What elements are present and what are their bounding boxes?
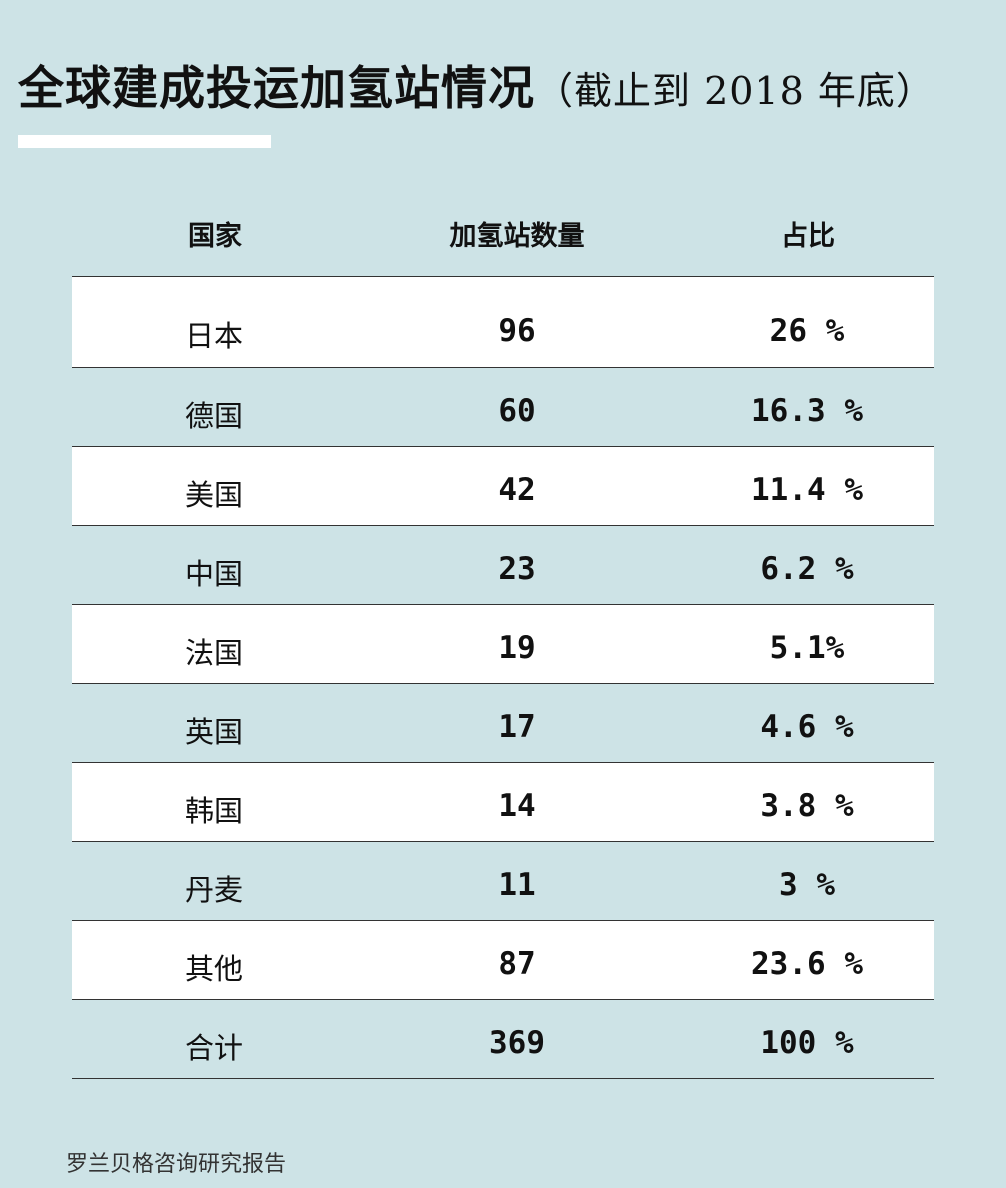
row-share: 23.6 %	[751, 946, 863, 982]
row-count: 23	[498, 551, 536, 587]
row-country: 英国	[185, 715, 244, 749]
row-country: 美国	[185, 478, 244, 512]
row-count: 42	[498, 472, 536, 508]
row-country: 丹麦	[185, 873, 244, 907]
source-note: 罗兰贝格咨询研究报告	[66, 1152, 287, 1177]
row-share: 100 %	[760, 1025, 854, 1061]
table-row: 日本 96 26 %	[72, 277, 934, 368]
row-share: 3.8 %	[760, 788, 854, 824]
row-count: 17	[498, 709, 536, 745]
row-share: 6.2 %	[760, 551, 854, 587]
row-country: 日本	[185, 319, 244, 353]
table-row: 丹麦 11 3 %	[72, 842, 934, 921]
table-row: 德国 60 16.3 %	[72, 368, 934, 447]
table-row: 美国 42 11.4 %	[72, 447, 934, 526]
header-country: 国家	[188, 221, 242, 252]
row-share: 5.1%	[769, 630, 845, 666]
row-country: 中国	[185, 557, 244, 591]
row-count: 96	[498, 313, 536, 349]
table-row: 法国 19 5.1%	[72, 605, 934, 684]
row-count: 60	[498, 393, 536, 429]
table-header: 国家 加氢站数量 占比	[72, 196, 934, 274]
page-title: 全球建成投运加氢站情况（截止到 2018 年底）	[18, 52, 998, 132]
header-share: 占比	[781, 221, 835, 252]
table-row: 韩国 14 3.8 %	[72, 763, 934, 842]
title-subtitle: （截止到 2018 年底）	[535, 69, 935, 113]
table-row: 英国 17 4.6 %	[72, 684, 934, 763]
row-count: 11	[498, 867, 536, 903]
row-share: 11.4 %	[751, 472, 863, 508]
row-count: 14	[498, 788, 536, 824]
title-main: 全球建成投运加氢站情况	[18, 61, 535, 115]
title-underline-bar	[18, 135, 271, 148]
row-share: 3 %	[779, 867, 835, 903]
row-count: 369	[489, 1025, 545, 1061]
row-share: 26 %	[769, 313, 845, 349]
row-country: 韩国	[185, 794, 244, 828]
row-country: 合计	[185, 1031, 244, 1065]
table-row-total: 合计 369 100 %	[72, 1000, 934, 1079]
row-share: 16.3 %	[751, 393, 863, 429]
row-country: 其他	[185, 952, 244, 986]
table-row: 其他 87 23.6 %	[72, 921, 934, 1000]
row-country: 法国	[185, 636, 244, 670]
hydrogen-station-table: 日本 96 26 % 德国 60 16.3 % 美国 42 11.4 % 中国 …	[72, 276, 934, 1079]
row-count: 19	[498, 630, 536, 666]
row-count: 87	[498, 946, 536, 982]
table-row: 中国 23 6.2 %	[72, 526, 934, 605]
row-share: 4.6 %	[760, 709, 854, 745]
row-country: 德国	[185, 399, 244, 433]
header-station-count: 加氢站数量	[449, 221, 585, 252]
